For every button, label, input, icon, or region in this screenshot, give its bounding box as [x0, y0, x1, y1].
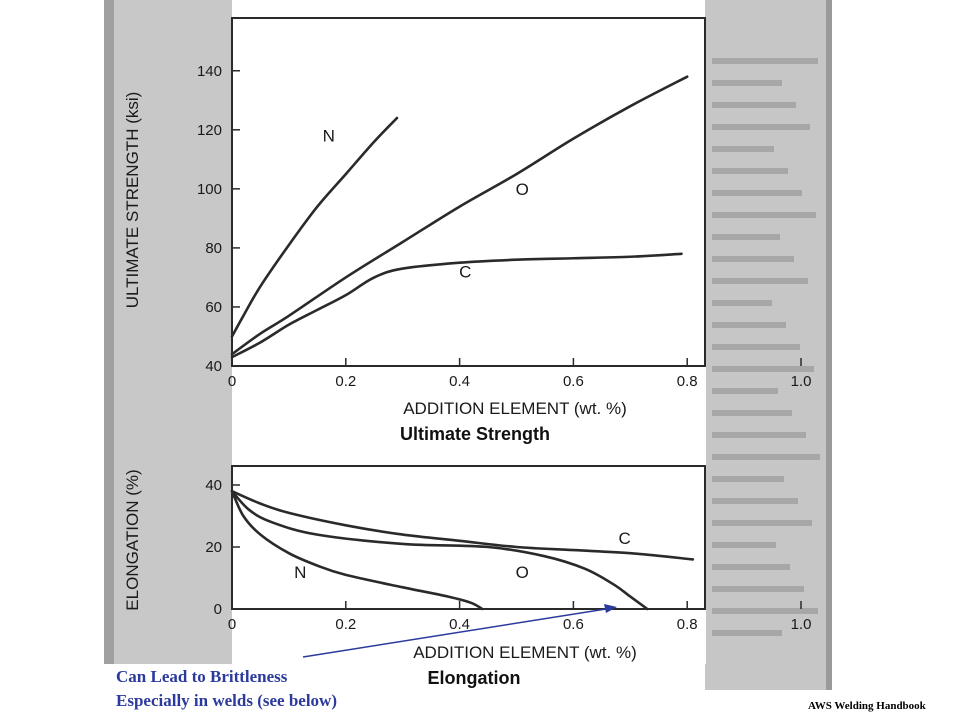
strength-series-c-label: C — [459, 262, 471, 281]
texture-line — [712, 564, 790, 570]
elongation-series-o-label: O — [516, 563, 529, 582]
elongation-x-axis-title: ADDITION ELEMENT (wt. %) — [413, 643, 637, 662]
annotation-arrow — [302, 604, 617, 658]
elongation-x-tick-label: 0.4 — [449, 616, 470, 633]
strength-y-tick-label: 80 — [205, 240, 222, 257]
texture-line — [712, 278, 808, 284]
elongation-y-axis-title: ELONGATION (%) — [123, 469, 142, 610]
elongation-y-tick-label: 40 — [205, 477, 222, 494]
strength-chart-title: Ultimate Strength — [400, 424, 550, 444]
texture-line — [712, 58, 818, 64]
strength-x-tick-label: 0.4 — [449, 373, 470, 390]
scan-right-strip-edge — [826, 0, 832, 690]
elongation-x-ticks: 0 0.2 0.4 0.6 0.8 1.0 — [228, 601, 812, 633]
texture-line — [712, 146, 774, 152]
elongation-x-tick-label: 1.0 — [791, 616, 812, 633]
strength-x-tick-label: 0 — [228, 373, 236, 390]
scan-left-strip-shade — [104, 0, 114, 664]
strength-y-tick-label: 100 — [197, 181, 222, 198]
strength-series-n-line — [230, 116, 399, 338]
texture-line — [712, 80, 782, 86]
annotation-line-2: Especially in welds (see below) — [116, 691, 337, 710]
elongation-series-n-line — [230, 489, 484, 611]
texture-line — [712, 410, 792, 416]
annotation-line-1: Can Lead to Brittleness — [116, 667, 288, 686]
texture-line — [712, 520, 812, 526]
texture-line — [712, 476, 784, 482]
elongation-y-tick-label: 0 — [214, 601, 222, 618]
elongation-plot-frame — [231, 465, 706, 610]
elongation-series-c-label: C — [618, 529, 630, 548]
texture-line — [712, 102, 796, 108]
texture-line — [712, 630, 782, 636]
strength-x-tick-label: 0.2 — [335, 373, 356, 390]
elongation-chart-title: Elongation — [428, 668, 521, 688]
texture-line — [712, 344, 800, 350]
strength-y-tick-label: 40 — [205, 358, 222, 375]
elongation-x-tick-label: 0.6 — [563, 616, 584, 633]
strength-series-c-line — [230, 252, 683, 359]
elongation-series-n-label: N — [294, 563, 306, 582]
texture-line — [712, 212, 816, 218]
elongation-y-ticks: 0 20 40 — [205, 477, 240, 618]
scan-left-strip — [104, 0, 232, 664]
annotation-arrow-head — [604, 604, 617, 613]
strength-series-o-line — [230, 75, 689, 356]
strength-x-tick-label: 1.0 — [791, 373, 812, 390]
elongation-chart: 0 20 40 0 0.2 0.4 0.6 0.8 1.0 N O C ADDITION ELEM… — [123, 465, 812, 688]
strength-y-ticks: 40 60 80 100 120 140 — [197, 63, 240, 375]
texture-line — [712, 432, 806, 438]
ultimate-strength-chart: 40 60 80 100 120 140 0 0.2 0.4 0.6 0.8 1.0 N O C ADD… — [123, 17, 812, 444]
elongation-series-c-line — [230, 489, 695, 561]
elongation-series-o-line — [230, 489, 649, 611]
elongation-x-tick-label: 0 — [228, 616, 236, 633]
texture-line — [712, 168, 788, 174]
texture-line — [712, 366, 814, 372]
texture-line — [712, 498, 798, 504]
texture-line — [712, 190, 802, 196]
elongation-x-tick-label: 0.2 — [335, 616, 356, 633]
background-page-texture — [712, 58, 820, 636]
strength-series-o-label: O — [516, 180, 529, 199]
strength-plot-frame — [231, 17, 706, 367]
strength-x-axis-title: ADDITION ELEMENT (wt. %) — [403, 399, 627, 418]
source-credit: AWS Welding Handbook — [808, 700, 926, 712]
strength-y-tick-label: 60 — [205, 299, 222, 316]
strength-x-tick-label: 0.6 — [563, 373, 584, 390]
strength-x-ticks: 0 0.2 0.4 0.6 0.8 1.0 — [228, 358, 812, 390]
strength-x-tick-label: 0.8 — [677, 373, 698, 390]
strength-series: N O C — [230, 75, 689, 359]
texture-line — [712, 388, 778, 394]
texture-line — [712, 234, 780, 240]
texture-line — [712, 300, 772, 306]
elongation-x-tick-label: 0.8 — [677, 616, 698, 633]
texture-line — [712, 586, 804, 592]
texture-line — [712, 542, 776, 548]
annotation-arrow-line — [302, 608, 607, 658]
elongation-series: N O C — [230, 489, 695, 611]
strength-y-axis-title: ULTIMATE STRENGTH (ksi) — [123, 92, 142, 309]
strength-series-n-label: N — [323, 127, 335, 146]
elongation-y-tick-label: 20 — [205, 539, 222, 556]
strength-y-tick-label: 120 — [197, 122, 222, 139]
texture-line — [712, 322, 786, 328]
texture-line — [712, 124, 810, 130]
strength-y-tick-label: 140 — [197, 63, 222, 80]
texture-line — [712, 256, 794, 262]
chart-page — [232, 18, 706, 664]
texture-line — [712, 608, 818, 614]
texture-line — [712, 454, 820, 460]
